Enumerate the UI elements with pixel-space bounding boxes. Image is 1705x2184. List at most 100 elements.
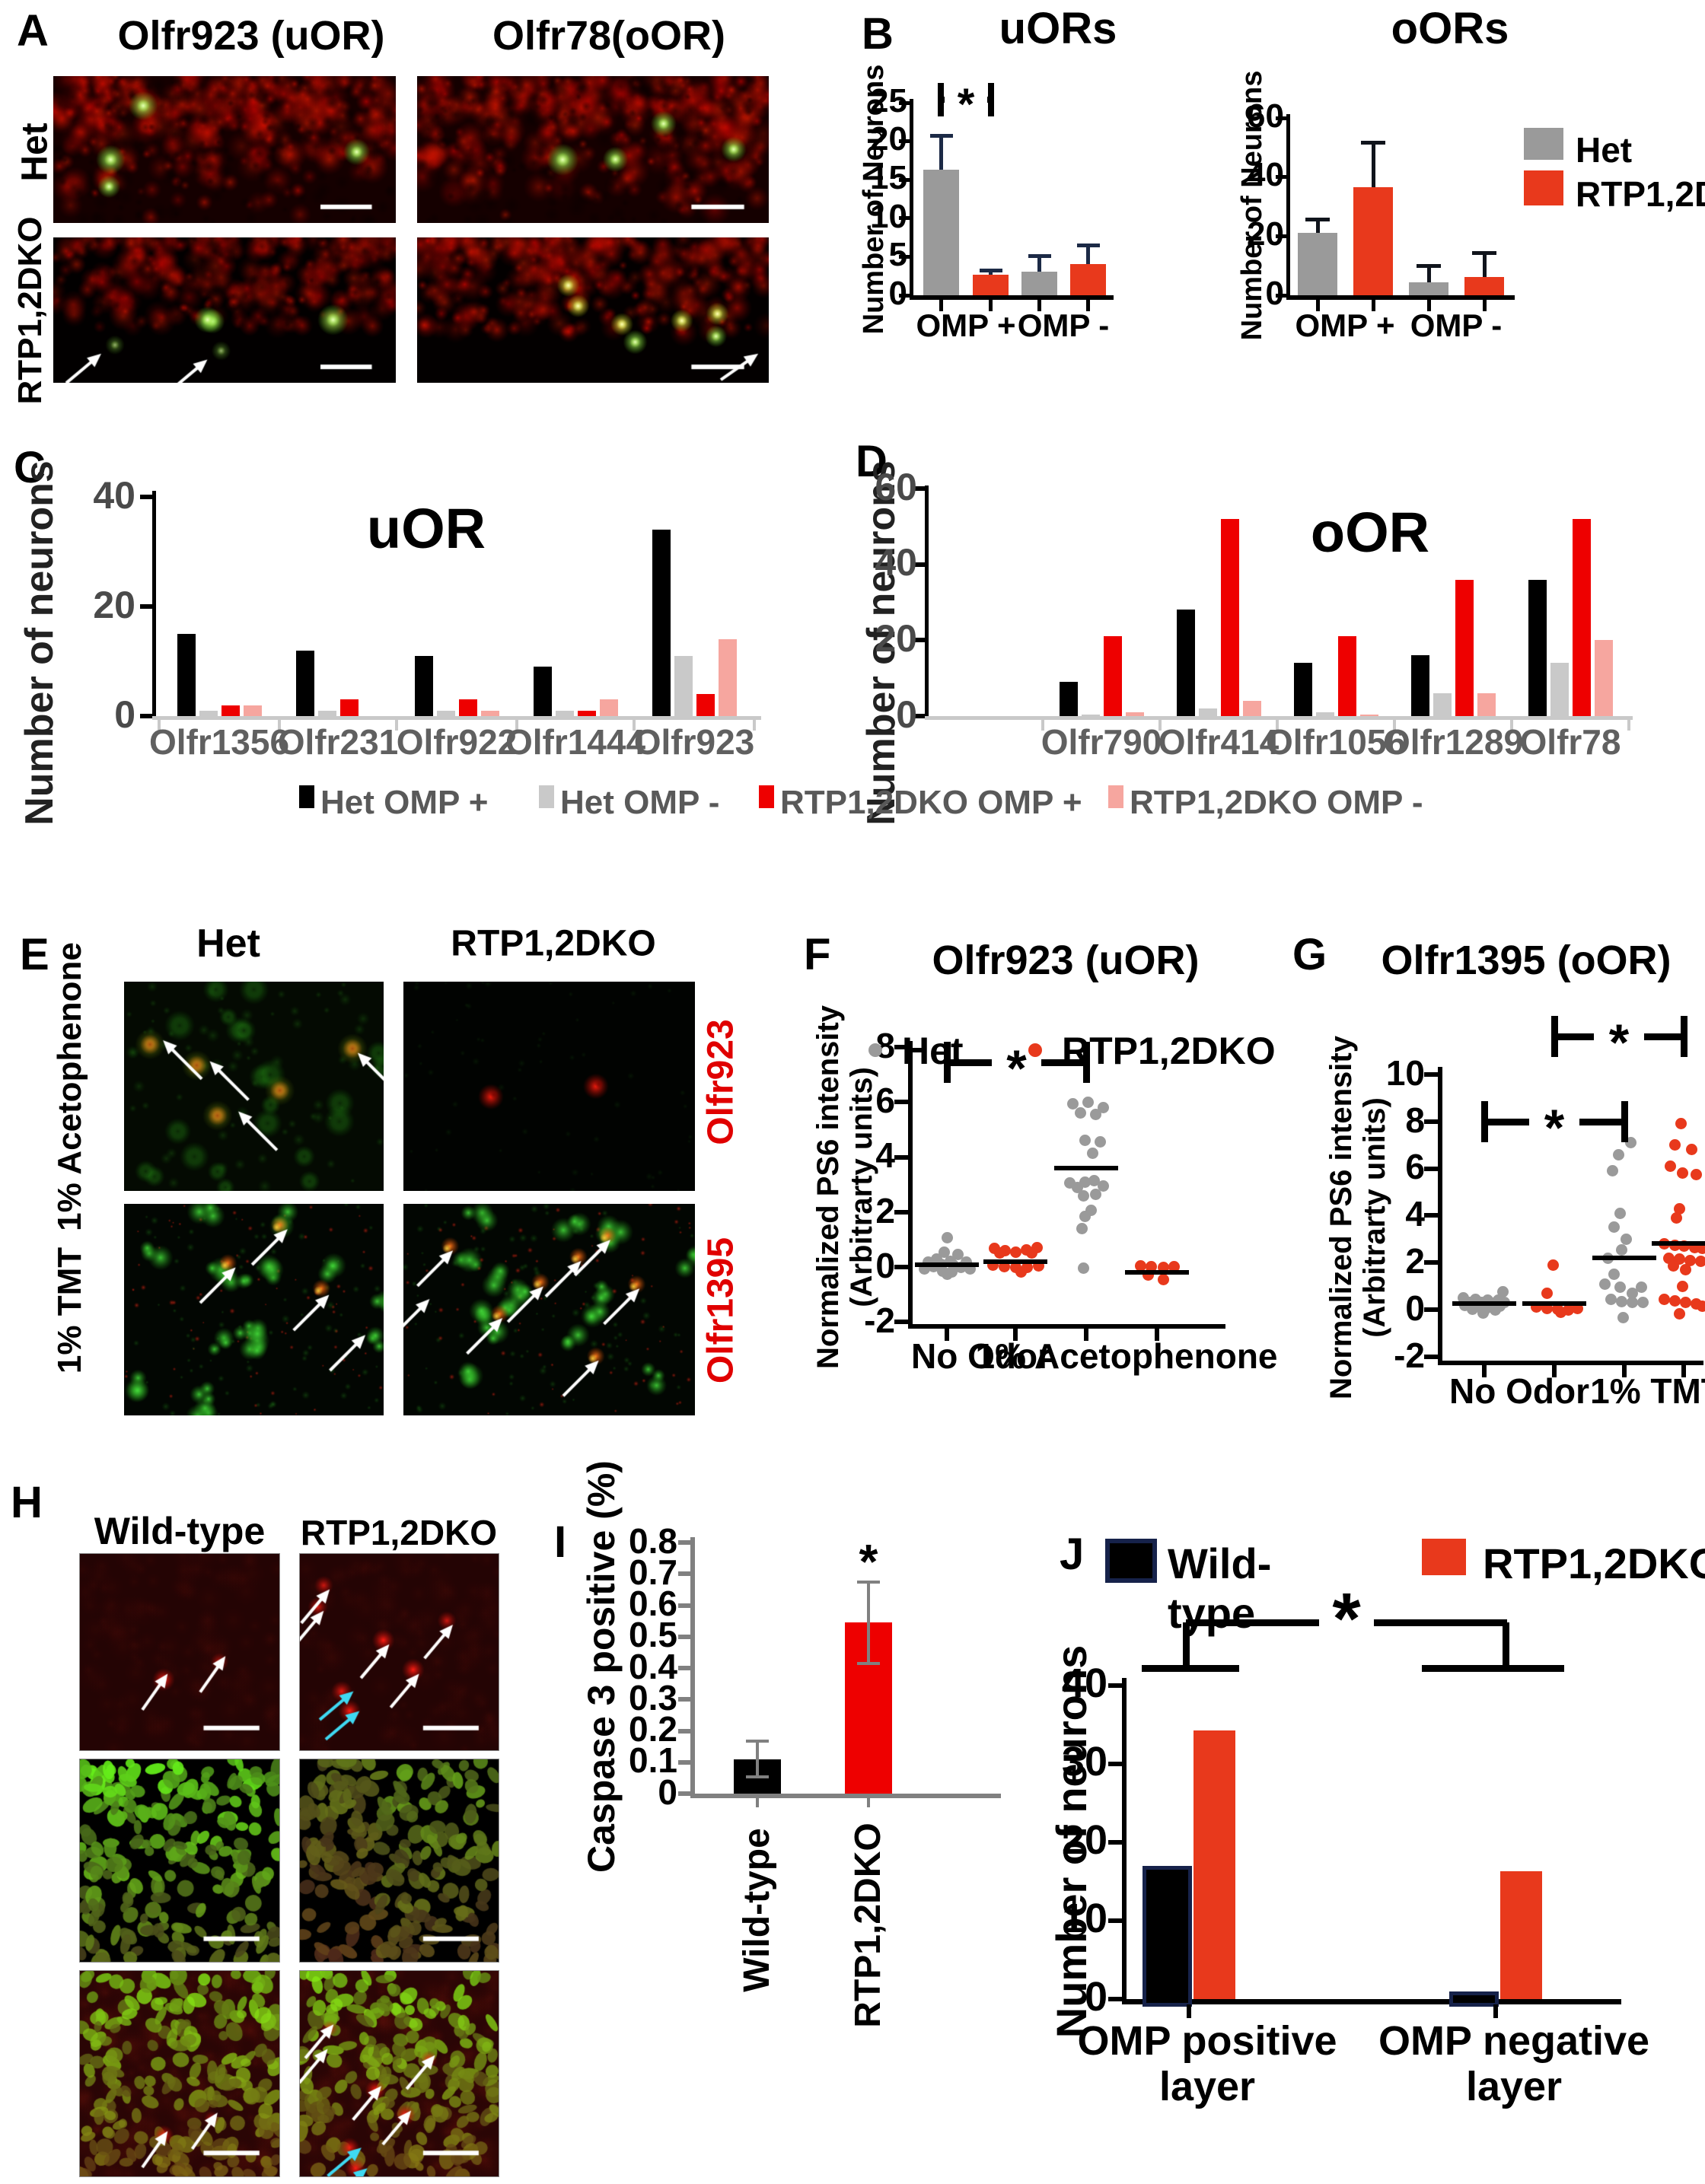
chart-b1-errorbar-cap — [1076, 243, 1100, 247]
chart-D-xaxis — [925, 716, 1633, 720]
chart-G-yaxis — [1438, 1067, 1442, 1361]
chart-G-significance-0-line-right — [1579, 1118, 1624, 1125]
chart-b2-errorbar — [1482, 253, 1487, 277]
panel-e-letter: E — [20, 930, 49, 979]
chart-j-sig-top-left — [1186, 1619, 1319, 1626]
chart-G-dot-RTP1,2DKO — [1676, 1167, 1688, 1180]
chart-i-ytick-label: 0.2 — [629, 1709, 677, 1749]
chart-D-ytick — [913, 486, 925, 491]
chart-i-xtick — [867, 1798, 870, 1807]
chart-F-dot-RTP1,2DKO — [1157, 1273, 1169, 1285]
chart-b1-bar-Het — [1021, 271, 1057, 295]
chart-F-meanline — [1125, 1270, 1189, 1275]
chart-i-ytick — [678, 1728, 690, 1734]
legend-b-het-label: Het — [1576, 130, 1633, 170]
chart-i-ytick-label: 0 — [658, 1772, 677, 1812]
chart-F-xaxis — [908, 1324, 1225, 1329]
chart-G-dot-Het — [1615, 1243, 1627, 1256]
legend-b-rtp-swatch — [1524, 170, 1563, 205]
chart-b1-errorbar-cap — [979, 269, 1002, 273]
chart-b2-xaxis — [1286, 295, 1515, 300]
chart-G-dot-RTP1,2DKO — [1696, 1300, 1705, 1312]
micro-image-a-het-olfr923 — [53, 76, 396, 223]
chart-j-ytick-label: 40 — [1061, 1660, 1107, 1707]
chart-G-ytick — [1424, 1354, 1438, 1359]
chart-F-dot-Het — [1077, 1189, 1089, 1202]
chart-F-meanline — [983, 1259, 1047, 1264]
chart-C-ytick-label: 40 — [93, 473, 135, 517]
chart-G-dot-Het — [1605, 1293, 1617, 1305]
chart-F-dot-Het — [1089, 1188, 1101, 1200]
chart-G-dot-RTP1,2DKO — [1667, 1260, 1679, 1272]
chart-b2-errorbar-cap — [1305, 218, 1330, 222]
chart-G-dot-Het — [1626, 1287, 1638, 1299]
micro-image-h-dko-green — [299, 1759, 499, 1963]
chart-D-cat-label: Olfr1056 — [1265, 722, 1407, 762]
chart-b2-title: oORs — [1391, 4, 1509, 53]
micro-image-h-wt-red — [79, 1553, 280, 1751]
legend-cd-label-1: Het OMP - — [560, 784, 720, 821]
chart-i-ytick — [678, 1759, 690, 1765]
chart-G-dot-RTP1,2DKO — [1554, 1307, 1566, 1319]
chart-G-dot-RTP1,2DKO — [1675, 1118, 1687, 1130]
chart-G-ytick-label: 6 — [1405, 1147, 1425, 1187]
panel-h-col-title-rtp12dko: RTP1,2DKO — [300, 1513, 498, 1552]
chart-F-meanline — [1054, 1166, 1118, 1171]
chart-b2-bar-Het — [1298, 233, 1337, 295]
chart-j-ytick — [1108, 1840, 1122, 1845]
chart-b1-ytick — [899, 293, 910, 298]
chart-G-dot-RTP1,2DKO — [1670, 1211, 1682, 1224]
chart-D-bar-RTP1,2DKO OMP - — [1477, 693, 1496, 716]
chart-C-bar-Het OMP - — [674, 655, 693, 716]
chart-C-bar-Het OMP + — [652, 530, 671, 716]
chart-C-ytick-label: 20 — [93, 583, 135, 626]
chart-i-ytick — [678, 1791, 690, 1796]
chart-F-significance-0-asterisk: * — [1006, 1039, 1027, 1098]
chart-D-xtick — [1158, 720, 1162, 731]
chart-G-ytick — [1424, 1166, 1438, 1171]
chart-F-dot-Het — [941, 1231, 953, 1243]
legend-j-rtp-label: RTP1,2DKO — [1483, 1539, 1705, 1587]
panel-a-letter: A — [17, 6, 49, 56]
chart-i-errorbar — [756, 1741, 759, 1778]
chart-b1-bar-Het — [923, 170, 959, 295]
chart-b1-ytick — [899, 254, 910, 259]
chart-G-significance-1-cap-right — [1680, 1016, 1687, 1057]
chart-i-ytick — [678, 1697, 690, 1702]
chart-G-dot-Het — [1635, 1281, 1647, 1294]
chart-j-yaxis — [1122, 1678, 1127, 2004]
chart-G-dot-RTP1,2DKO — [1679, 1263, 1691, 1275]
chart-b2-bar-RTP1,2DKO — [1464, 276, 1504, 295]
chart-i-asterisk: * — [859, 1534, 878, 1589]
chart-b1-ytick-label: 5 — [888, 236, 907, 274]
chart-G-ytick — [1424, 1119, 1438, 1124]
chart-b1-errorbar-cap — [929, 134, 953, 138]
chart-G-dot-Het — [1598, 1278, 1611, 1290]
chart-D-bar-Het OMP - — [1081, 715, 1100, 716]
chart-F-ytick — [894, 1100, 908, 1105]
chart-j-xtick — [1187, 2004, 1191, 2018]
chart-D-bar-RTP1,2DKO OMP + — [1220, 518, 1239, 716]
chart-j-ytick — [1108, 1683, 1122, 1688]
chart-i-ytick-label: 0.6 — [629, 1584, 677, 1624]
panel-e-row-label-tmt: 1% TMT — [51, 1246, 88, 1374]
chart-C-ytick — [140, 604, 152, 609]
chart-C-title: uOR — [366, 497, 486, 560]
panel-e-col-title-het: Het — [196, 922, 260, 966]
panel-h-letter: H — [11, 1478, 43, 1527]
chart-D-ytick-label: 40 — [875, 541, 917, 584]
legend-cd-label-2: RTP1,2DKO OMP + — [780, 784, 1082, 821]
legend-cd-label-3: RTP1,2DKO OMP - — [1130, 784, 1423, 821]
chart-G-dot-RTP1,2DKO — [1673, 1308, 1685, 1320]
chart-F-dot-RTP1,2DKO — [1157, 1261, 1169, 1273]
chart-i-ytick-label: 0.3 — [629, 1677, 677, 1718]
micro-image-e-het-acetophenone — [124, 982, 384, 1191]
chart-C-bar-RTP1,2DKO OMP - — [243, 705, 262, 716]
chart-b2-errorbar-cap — [1417, 263, 1441, 268]
chart-D-bar-RTP1,2DKO OMP - — [1359, 715, 1378, 716]
chart-D-bar-RTP1,2DKO OMP - — [1242, 701, 1261, 716]
chart-b2-ytick-label: 0 — [1265, 274, 1284, 312]
chart-C-cat-label: Olfr1356 — [148, 722, 290, 762]
panel-g-letter: G — [1292, 930, 1327, 979]
